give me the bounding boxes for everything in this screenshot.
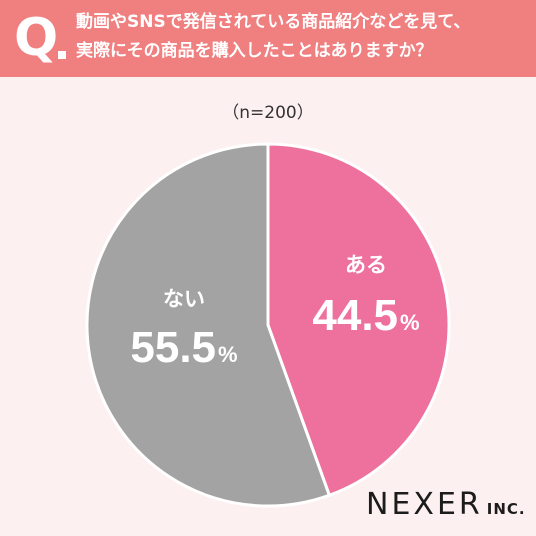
q-mark: Q	[14, 8, 59, 68]
logo-suffix: INC.	[486, 500, 526, 518]
slice-value-number-yes: 44.5	[312, 291, 398, 340]
q-mark-dot	[58, 51, 66, 59]
pie-slice-yes	[266, 142, 451, 497]
sample-size-label: （n=200）	[222, 103, 314, 123]
question-banner: Q 動画やSNSで発信されている商品紹介などを見て、 実際にその商品を購入したこ…	[0, 0, 536, 77]
slice-value-unit-no: %	[218, 342, 238, 367]
slice-label-no: ない	[163, 287, 205, 311]
question-line-1: 動画やSNSで発信されている商品紹介などを見て、	[76, 12, 471, 32]
slice-value-yes: 44.5%	[312, 291, 419, 340]
slice-value-no: 55.5%	[130, 323, 237, 372]
question-line-2: 実際にその商品を購入したことはありますか？	[76, 41, 433, 61]
slice-value-unit-yes: %	[400, 310, 420, 335]
slice-value-number-no: 55.5	[130, 323, 216, 372]
pie-slice-no	[85, 142, 331, 508]
question-text: 動画やSNSで発信されている商品紹介などを見て、 実際にその商品を購入したことは…	[76, 8, 528, 66]
nexer-logo: NEXER INC.	[366, 487, 526, 522]
slice-label-yes: ある	[345, 253, 387, 277]
logo-name: NEXER	[366, 487, 483, 522]
